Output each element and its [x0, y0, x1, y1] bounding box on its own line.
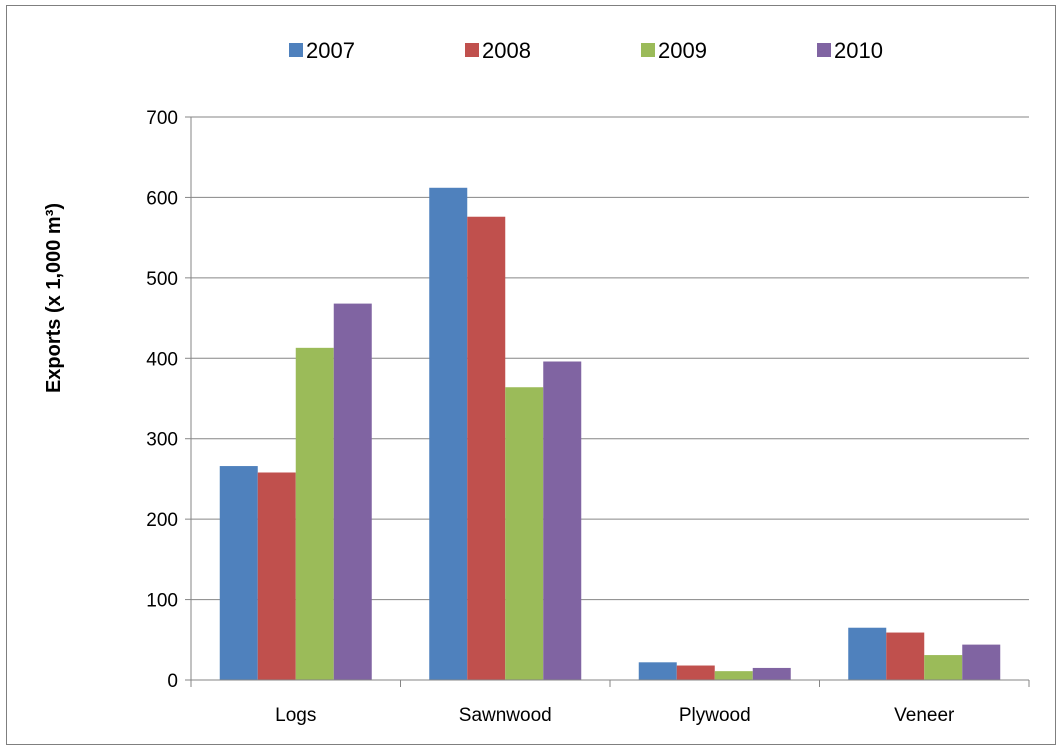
bar-logs-2007 — [219, 466, 258, 680]
bar-sawnwood-2010 — [543, 361, 582, 680]
bar-plywood-2008 — [676, 665, 715, 680]
bar-veneer-2010 — [962, 644, 1001, 680]
y-tick-label: 700 — [146, 108, 178, 129]
bar-plywood-2010 — [752, 667, 791, 680]
y-tick-label: 200 — [146, 510, 178, 531]
bar-plywood-2009 — [714, 671, 753, 680]
bar-sawnwood-2009 — [505, 387, 544, 680]
y-tick-label: 500 — [146, 269, 178, 290]
bar-logs-2010 — [333, 303, 372, 680]
y-axis-title: Exports (x 1,000 m³) — [43, 203, 65, 393]
legend-swatch-2007 — [289, 43, 303, 57]
bar-veneer-2007 — [848, 627, 887, 680]
x-tick-label-plywood: Plywood — [679, 705, 751, 726]
legend: 2007 2008 2009 2010 — [289, 38, 883, 63]
bar-sawnwood-2007 — [429, 187, 468, 680]
x-tick-label-logs: Logs — [275, 705, 316, 726]
y-tick-label: 600 — [146, 188, 178, 209]
y-tick-label: 400 — [146, 349, 178, 370]
x-tick-label-veneer: Veneer — [894, 705, 955, 726]
y-tick-labels: 0 100 200 300 400 500 600 700 — [146, 108, 178, 692]
bar-plywood-2007 — [638, 662, 677, 680]
bar-sawnwood-2008 — [467, 216, 506, 680]
bar-logs-2008 — [257, 472, 296, 680]
x-tick-label-sawnwood: Sawnwood — [459, 705, 552, 726]
legend-label-2008: 2008 — [482, 38, 531, 63]
bar-logs-2009 — [295, 347, 334, 680]
legend-label-2010: 2010 — [834, 38, 883, 63]
x-tick-labels: Logs Sawnwood Plywood Veneer — [275, 705, 955, 726]
y-tick-label: 100 — [146, 591, 178, 612]
bar-chart: 0 100 200 300 400 500 600 700 Logs Sawnwood Plywo… — [43, 38, 1030, 726]
legend-label-2009: 2009 — [658, 38, 707, 63]
y-tick-label: 0 — [167, 671, 178, 692]
legend-swatch-2008 — [465, 43, 479, 57]
legend-label-2007: 2007 — [306, 38, 355, 63]
bars — [219, 187, 1001, 680]
bar-veneer-2009 — [924, 655, 963, 680]
y-tick-label: 300 — [146, 430, 178, 451]
legend-swatch-2010 — [817, 43, 831, 57]
axes — [185, 116, 1030, 687]
bar-veneer-2008 — [886, 632, 925, 680]
legend-swatch-2009 — [641, 43, 655, 57]
